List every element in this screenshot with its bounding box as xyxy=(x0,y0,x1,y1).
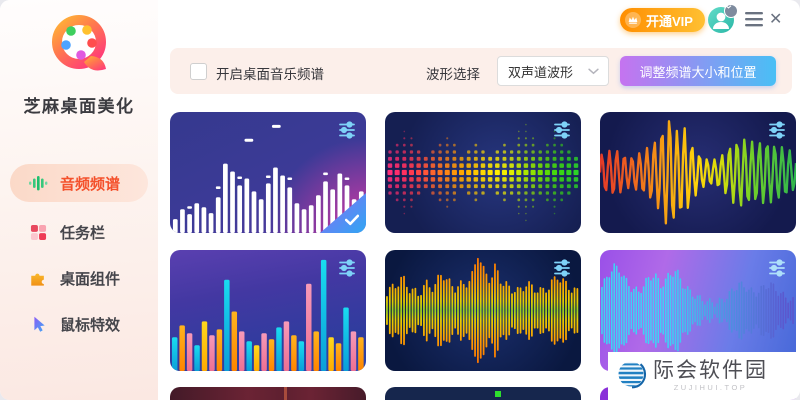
sidebar-item-desktop-widgets[interactable]: 桌面组件 xyxy=(10,259,148,297)
sliders-icon[interactable] xyxy=(766,119,788,141)
sidebar-item-label: 鼠标特效 xyxy=(60,316,121,334)
cursor-icon xyxy=(27,315,49,333)
person-icon xyxy=(713,12,729,29)
enable-desktop-spectrum-checkbox[interactable] xyxy=(190,63,207,80)
sidebar-item-audio-spectrum[interactable]: 音频频谱 xyxy=(10,164,148,202)
sliders-icon[interactable] xyxy=(766,257,788,279)
waveform-select-label: 波形选择 xyxy=(426,67,480,82)
sidebar-item-label: 桌面组件 xyxy=(60,270,121,288)
chevron-down-icon xyxy=(588,68,599,74)
crown-icon xyxy=(625,12,641,28)
sidebar: 芝麻桌面美化 音频频谱 xyxy=(0,0,158,400)
avatar[interactable] xyxy=(708,4,738,33)
close-icon[interactable]: ✕ xyxy=(769,11,783,28)
spectrum-thumbnail-white-bars[interactable] xyxy=(170,112,366,233)
sidebar-item-mouse-effects[interactable]: 鼠标特效 xyxy=(10,305,148,343)
equalizer-icon xyxy=(27,174,49,192)
sidebar-item-taskbar[interactable]: 任务栏 xyxy=(10,213,148,251)
watermark: 际会软件园 ZUJIHUI.TOP xyxy=(608,352,800,400)
menu-icon[interactable] xyxy=(745,12,763,27)
spectrum-thumbnail-partial-red[interactable] xyxy=(170,387,366,400)
check-icon xyxy=(345,214,359,226)
waveform-streak xyxy=(283,387,287,400)
waveform-select[interactable]: 双声道波形 xyxy=(497,56,609,86)
grid-icon xyxy=(27,224,49,241)
spectrum-thumbnail-dense-waveform[interactable] xyxy=(385,250,581,371)
sidebar-item-label: 音频频谱 xyxy=(60,175,121,193)
watermark-subtext: ZUJIHUI.TOP xyxy=(673,383,748,392)
sliders-icon[interactable] xyxy=(336,119,358,141)
spectrum-thumbnail-dot-matrix[interactable] xyxy=(385,112,581,233)
sliders-icon[interactable] xyxy=(551,257,573,279)
app-logo-palette-icon xyxy=(47,12,111,76)
sliders-icon[interactable] xyxy=(336,257,358,279)
app-title: 芝麻桌面美化 xyxy=(23,97,135,116)
vip-button[interactable]: 开通VIP xyxy=(620,8,705,32)
puzzle-icon xyxy=(27,269,49,287)
globe-logo-icon xyxy=(614,356,650,397)
spectrum-toolbar: 开启桌面音乐频谱 波形选择 双声道波形 调整频谱大小和位置 xyxy=(170,48,792,94)
sliders-icon[interactable] xyxy=(551,119,573,141)
spectrum-thumbnail-partial-navy[interactable] xyxy=(385,387,581,400)
adjust-spectrum-button[interactable]: 调整频谱大小和位置 xyxy=(620,56,776,86)
chevron-down-icon xyxy=(724,4,738,18)
vip-button-label: 开通VIP xyxy=(646,13,693,29)
sidebar-item-label: 任务栏 xyxy=(60,224,106,242)
watermark-text: 际会软件园 xyxy=(653,359,768,382)
spectrum-thumbnail-colorful-bars[interactable] xyxy=(170,250,366,371)
waveform-select-value: 双声道波形 xyxy=(508,64,574,80)
spectrum-thumbnail-cyan-waveform[interactable] xyxy=(600,250,796,371)
waveform-dot xyxy=(494,391,501,397)
spectrum-thumbnail-rainbow-line[interactable] xyxy=(600,112,796,233)
enable-desktop-spectrum-label: 开启桌面音乐频谱 xyxy=(216,67,324,82)
